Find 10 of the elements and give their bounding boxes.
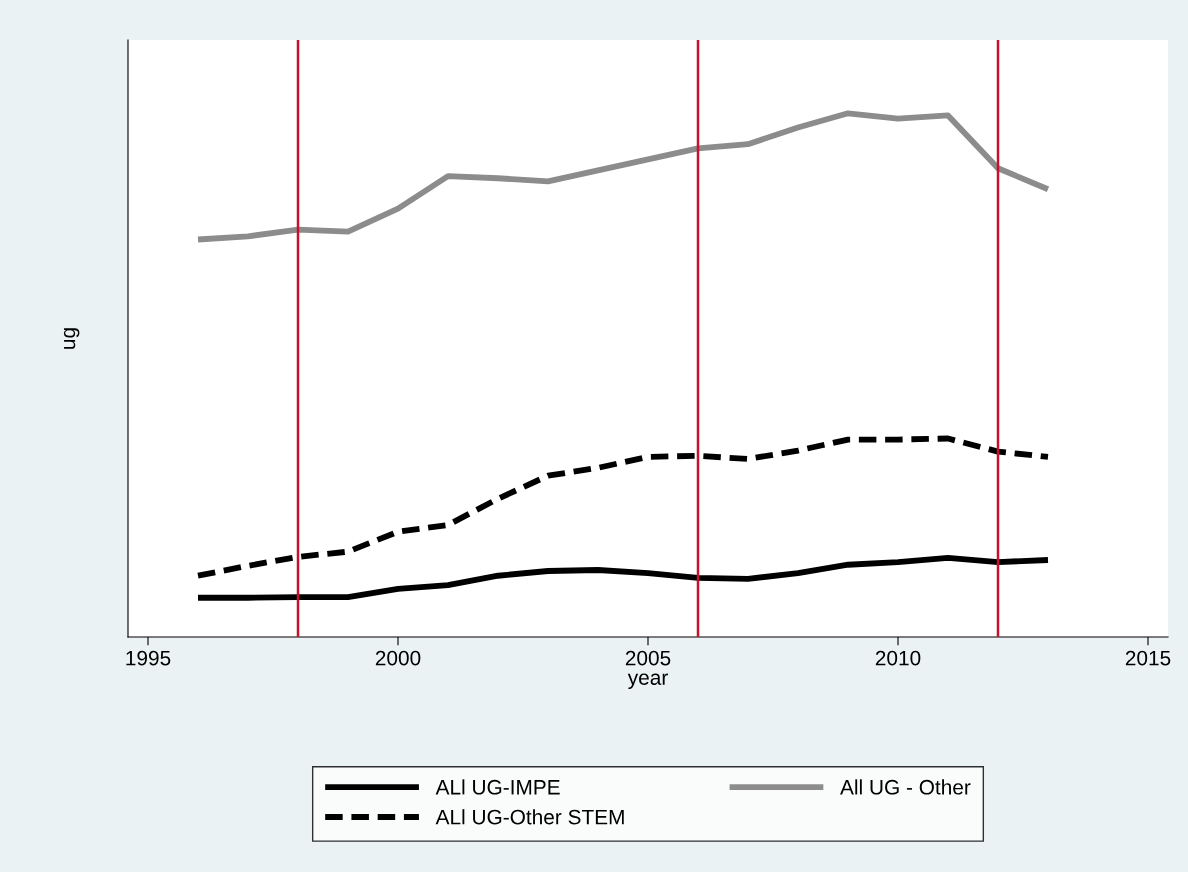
y-axis-title: ug	[63, 328, 80, 349]
x-tick-label: 2015	[1125, 650, 1171, 666]
legend-label: All UG - Other	[840, 779, 971, 795]
legend-label: ALl UG-IMPE	[435, 779, 560, 795]
x-axis-title: year	[627, 673, 668, 690]
x-tick-label: 2005	[625, 650, 671, 666]
x-tick-label: 1995	[126, 650, 171, 666]
legend-label: ALl UG-Other STEM	[435, 809, 624, 825]
x-tick-label: 2010	[875, 650, 921, 666]
x-tick-label: 2000	[375, 650, 421, 666]
